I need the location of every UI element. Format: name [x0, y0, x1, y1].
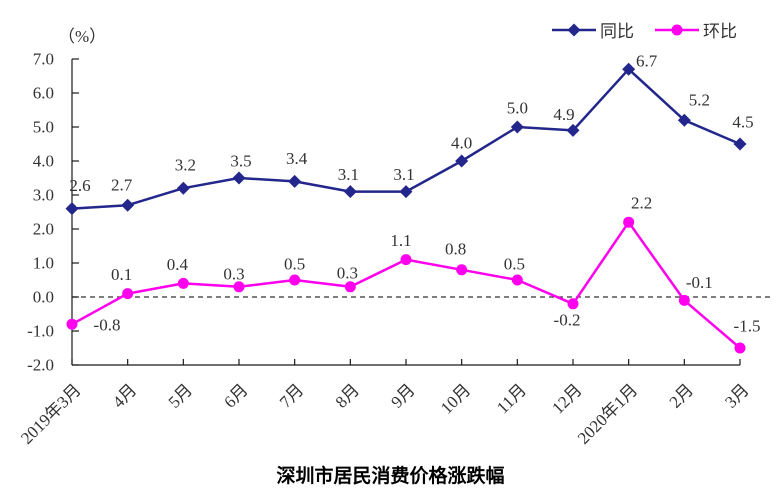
- x-tick-label: 5月: [165, 380, 196, 411]
- data-point-diamond: [566, 123, 580, 137]
- data-label: 3.4: [286, 149, 308, 168]
- data-point-circle: [66, 318, 78, 330]
- data-label: 5.0: [507, 99, 528, 118]
- data-point-diamond: [510, 120, 524, 134]
- x-tick-label: 7月: [276, 380, 307, 411]
- yoy-line-diamond-icon: [552, 23, 596, 36]
- data-point-circle: [734, 342, 746, 354]
- x-tick-label: 2020年1月: [574, 380, 642, 448]
- data-point-diamond: [121, 198, 135, 212]
- data-label: 3.1: [338, 165, 359, 184]
- data-point-circle: [567, 298, 579, 310]
- x-tick-label: 12月: [548, 380, 585, 417]
- series-yoy: 2.6 2.7 3.2 3.5 3.4 3.1 3.1 4.0 5.0 4.9 6.7 5.2 4.5: [65, 52, 754, 216]
- data-label: -0.2: [554, 310, 581, 329]
- y-tick-label: 4.0: [33, 152, 54, 171]
- data-label: 0.5: [284, 255, 305, 274]
- y-tick-label: 2.0: [33, 220, 54, 239]
- data-point-diamond: [455, 154, 469, 168]
- data-label: 0.3: [223, 264, 244, 283]
- data-label: -1.5: [734, 317, 761, 336]
- data-point-diamond: [677, 113, 691, 127]
- data-point-circle: [289, 274, 301, 286]
- x-tick-label: 6月: [220, 380, 251, 411]
- data-point-circle: [678, 294, 690, 306]
- legend-item-yoy: 同比: [551, 17, 634, 42]
- data-label: 3.1: [393, 165, 414, 184]
- data-point-diamond: [232, 171, 246, 185]
- data-point-diamond: [399, 185, 413, 199]
- data-label: 6.7: [636, 52, 658, 71]
- data-label: -0.1: [686, 273, 713, 292]
- data-point-diamond: [288, 174, 302, 188]
- y-tick-label: 3.0: [33, 186, 54, 205]
- chart-title: 深圳市居民消费价格涨跌幅: [276, 466, 505, 487]
- x-tick-label: 9月: [387, 380, 418, 411]
- yoy-legend-label: 同比: [600, 22, 634, 41]
- series-mom: -0.8 0.1 0.4 0.3 0.5 0.3 1.1 0.8 0.5 -0.2 2.2 -0.1 -…: [66, 194, 761, 354]
- x-tick-label: 11月: [493, 380, 530, 417]
- y-axis: 7.0 6.0 5.0 4.0 3.0 2.0 1.0 0.0 -1.0 -2.0: [27, 50, 79, 375]
- data-point-circle: [511, 274, 523, 286]
- data-point-circle: [456, 264, 468, 276]
- data-label: 2.6: [69, 176, 90, 195]
- data-point-diamond: [65, 202, 79, 216]
- data-point-diamond: [622, 62, 636, 76]
- y-tick-label: 6.0: [33, 84, 54, 103]
- data-label: 0.5: [504, 255, 525, 274]
- mom-legend-label: 环比: [703, 22, 737, 41]
- data-label: 4.9: [553, 105, 574, 124]
- y-tick-label: -2.0: [27, 356, 54, 375]
- data-label: 0.4: [167, 255, 189, 274]
- x-tick-label: 2月: [666, 380, 697, 411]
- x-tick-label: 8月: [332, 380, 363, 411]
- data-point-circle: [177, 277, 189, 289]
- data-label: -0.8: [94, 316, 121, 335]
- data-label: 4.5: [732, 113, 753, 132]
- data-point-circle: [233, 281, 245, 293]
- x-tick-label: 3月: [721, 380, 752, 411]
- data-label: 3.2: [175, 156, 196, 175]
- data-label: 4.0: [451, 134, 472, 153]
- data-point-diamond: [176, 181, 190, 195]
- data-point-diamond: [343, 185, 357, 199]
- data-point-diamond: [733, 137, 747, 151]
- y-tick-label: 1.0: [33, 254, 54, 273]
- data-label: 1.1: [390, 231, 411, 250]
- data-label: 0.1: [111, 265, 132, 284]
- x-tick-label: 4月: [109, 380, 140, 411]
- mom-line-circle-icon: [655, 24, 699, 35]
- data-label: 3.5: [230, 152, 251, 171]
- legend: 同比 环比: [551, 17, 737, 42]
- data-point-circle: [122, 288, 134, 300]
- y-axis-unit-label: （%）: [58, 27, 107, 46]
- data-point-circle: [344, 281, 356, 293]
- x-tick-label: 10月: [437, 380, 474, 417]
- data-label: 2.2: [631, 194, 652, 213]
- y-tick-label: 7.0: [33, 50, 54, 69]
- data-label: 0.8: [445, 239, 466, 258]
- data-label: 0.3: [337, 263, 358, 282]
- data-label: 2.7: [111, 176, 133, 195]
- data-point-circle: [623, 216, 635, 228]
- x-tick-label: 2019年3月: [17, 380, 85, 448]
- data-label: 5.2: [689, 91, 710, 110]
- legend-item-mom: 环比: [654, 17, 737, 42]
- data-point-circle: [400, 254, 412, 266]
- y-tick-label: 0.0: [33, 288, 54, 307]
- y-tick-label: -1.0: [27, 322, 54, 341]
- y-tick-label: 5.0: [33, 118, 54, 137]
